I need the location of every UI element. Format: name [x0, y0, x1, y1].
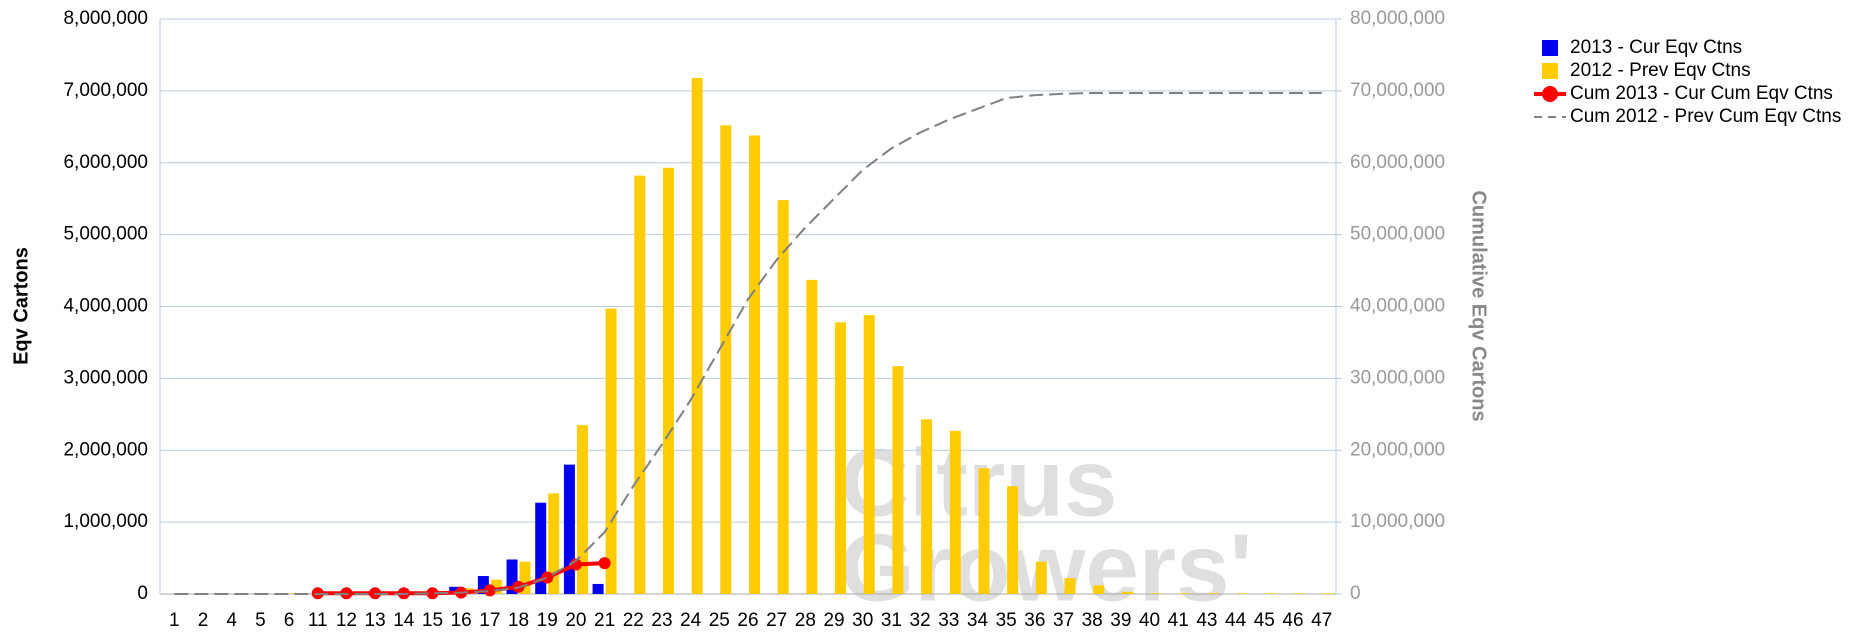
x-tick-label: 28 — [795, 610, 816, 631]
x-tick-label: 26 — [737, 610, 758, 631]
bar — [1179, 593, 1190, 594]
bar — [835, 322, 846, 594]
legend-marker — [1542, 86, 1558, 102]
legend-label: Cum 2013 - Cur Cum Eqv Ctns — [1570, 83, 1833, 104]
x-tick-label: 6 — [284, 610, 295, 631]
bar — [720, 125, 731, 594]
x-tick-label: 11 — [308, 610, 328, 631]
x-tick-label: 39 — [1110, 610, 1131, 631]
bar — [634, 176, 645, 594]
bar — [978, 468, 989, 594]
x-tick-label: 19 — [537, 610, 558, 631]
x-tick-label: 14 — [393, 610, 415, 631]
x-tick-label: 37 — [1053, 610, 1074, 631]
y2-tick-label: 40,000,000 — [1350, 296, 1445, 317]
bar — [1294, 593, 1305, 594]
legend-label: 2012 - Prev Eqv Ctns — [1570, 60, 1751, 81]
x-tick-label: 20 — [565, 610, 586, 631]
legend-swatch — [1542, 40, 1558, 56]
line-marker — [599, 557, 611, 569]
y2-tick-label: 30,000,000 — [1350, 367, 1445, 388]
bar — [1065, 578, 1076, 594]
x-tick-label: 18 — [508, 610, 529, 631]
x-tick-label: 29 — [823, 610, 844, 631]
y-tick-label: 2,000,000 — [63, 439, 148, 460]
x-tick-label: 4 — [226, 610, 237, 631]
bar — [1151, 593, 1162, 594]
legend-label: Cum 2012 - Prev Cum Eqv Ctns — [1570, 106, 1841, 127]
x-tick-label: 32 — [910, 610, 931, 631]
x-tick-label: 21 — [594, 610, 615, 631]
x-tick-label: 38 — [1082, 610, 1103, 631]
x-tick-label: 12 — [336, 610, 357, 631]
x-tick-label: 35 — [996, 610, 1017, 631]
y2-axis-label: Cumulative Eqv Cartons — [1468, 190, 1490, 421]
x-tick-label: 13 — [365, 610, 386, 631]
x-tick-label: 15 — [422, 610, 443, 631]
x-tick-label: 25 — [709, 610, 730, 631]
x-tick-label: 44 — [1225, 610, 1247, 631]
x-tick-label: 41 — [1168, 610, 1189, 631]
x-tick-label: 47 — [1311, 610, 1332, 631]
bar — [864, 315, 875, 594]
y-tick-label: 0 — [137, 583, 148, 604]
x-tick-label: 17 — [479, 610, 500, 631]
bar — [1122, 592, 1133, 594]
y-tick-label: 7,000,000 — [63, 80, 148, 101]
y-tick-label: 5,000,000 — [63, 224, 148, 245]
x-tick-label: 23 — [651, 610, 672, 631]
bar — [778, 200, 789, 594]
bar — [950, 431, 961, 594]
bar — [692, 78, 703, 594]
x-tick-label: 31 — [881, 610, 902, 631]
x-tick-label: 2 — [198, 610, 209, 631]
x-tick-label: 34 — [967, 610, 989, 631]
x-tick-label: 46 — [1282, 610, 1303, 631]
x-tick-label: 30 — [852, 610, 873, 631]
y-tick-label: 6,000,000 — [63, 152, 148, 173]
x-tick-label: 27 — [766, 610, 787, 631]
bar — [749, 135, 760, 594]
bar — [892, 366, 903, 594]
y2-tick-label: 80,000,000 — [1350, 8, 1445, 29]
y2-tick-label: 60,000,000 — [1350, 152, 1445, 173]
x-tick-label: 43 — [1196, 610, 1217, 631]
line-marker — [541, 571, 553, 583]
y2-tick-label: 70,000,000 — [1350, 80, 1445, 101]
x-tick-label: 45 — [1254, 610, 1275, 631]
bar — [593, 584, 604, 594]
bar — [921, 419, 932, 594]
legend-label: 2013 - Cur Eqv Ctns — [1570, 37, 1742, 58]
bar — [806, 280, 817, 594]
y2-tick-label: 0 — [1350, 583, 1361, 604]
x-tick-label: 16 — [451, 610, 472, 631]
y2-tick-label: 20,000,000 — [1350, 439, 1445, 460]
y-tick-label: 3,000,000 — [63, 367, 148, 388]
bar — [1093, 585, 1104, 594]
x-tick-label: 1 — [169, 610, 180, 631]
bar — [1208, 593, 1219, 594]
bar — [1323, 593, 1334, 594]
bar — [606, 309, 617, 594]
y-axis-label: Eqv Cartons — [10, 247, 32, 365]
y2-tick-label: 50,000,000 — [1350, 224, 1445, 245]
y-tick-label: 8,000,000 — [63, 8, 148, 29]
x-tick-label: 22 — [623, 610, 644, 631]
x-tick-label: 40 — [1139, 610, 1160, 631]
y-tick-label: 1,000,000 — [63, 511, 148, 532]
bar — [1007, 486, 1018, 594]
bar — [1237, 593, 1248, 594]
legend-swatch — [1542, 63, 1558, 79]
chart: Eqv Cartons Cumulative Eqv Cartons Citru… — [0, 0, 1864, 632]
x-tick-label: 33 — [938, 610, 959, 631]
y-tick-label: 4,000,000 — [63, 296, 148, 317]
x-tick-label: 5 — [255, 610, 266, 631]
x-tick-label: 24 — [680, 610, 702, 631]
bar — [1036, 562, 1047, 594]
bar — [663, 168, 674, 594]
bar — [564, 465, 575, 594]
y2-tick-label: 10,000,000 — [1350, 511, 1445, 532]
bar — [1265, 593, 1276, 594]
x-tick-label: 36 — [1024, 610, 1045, 631]
